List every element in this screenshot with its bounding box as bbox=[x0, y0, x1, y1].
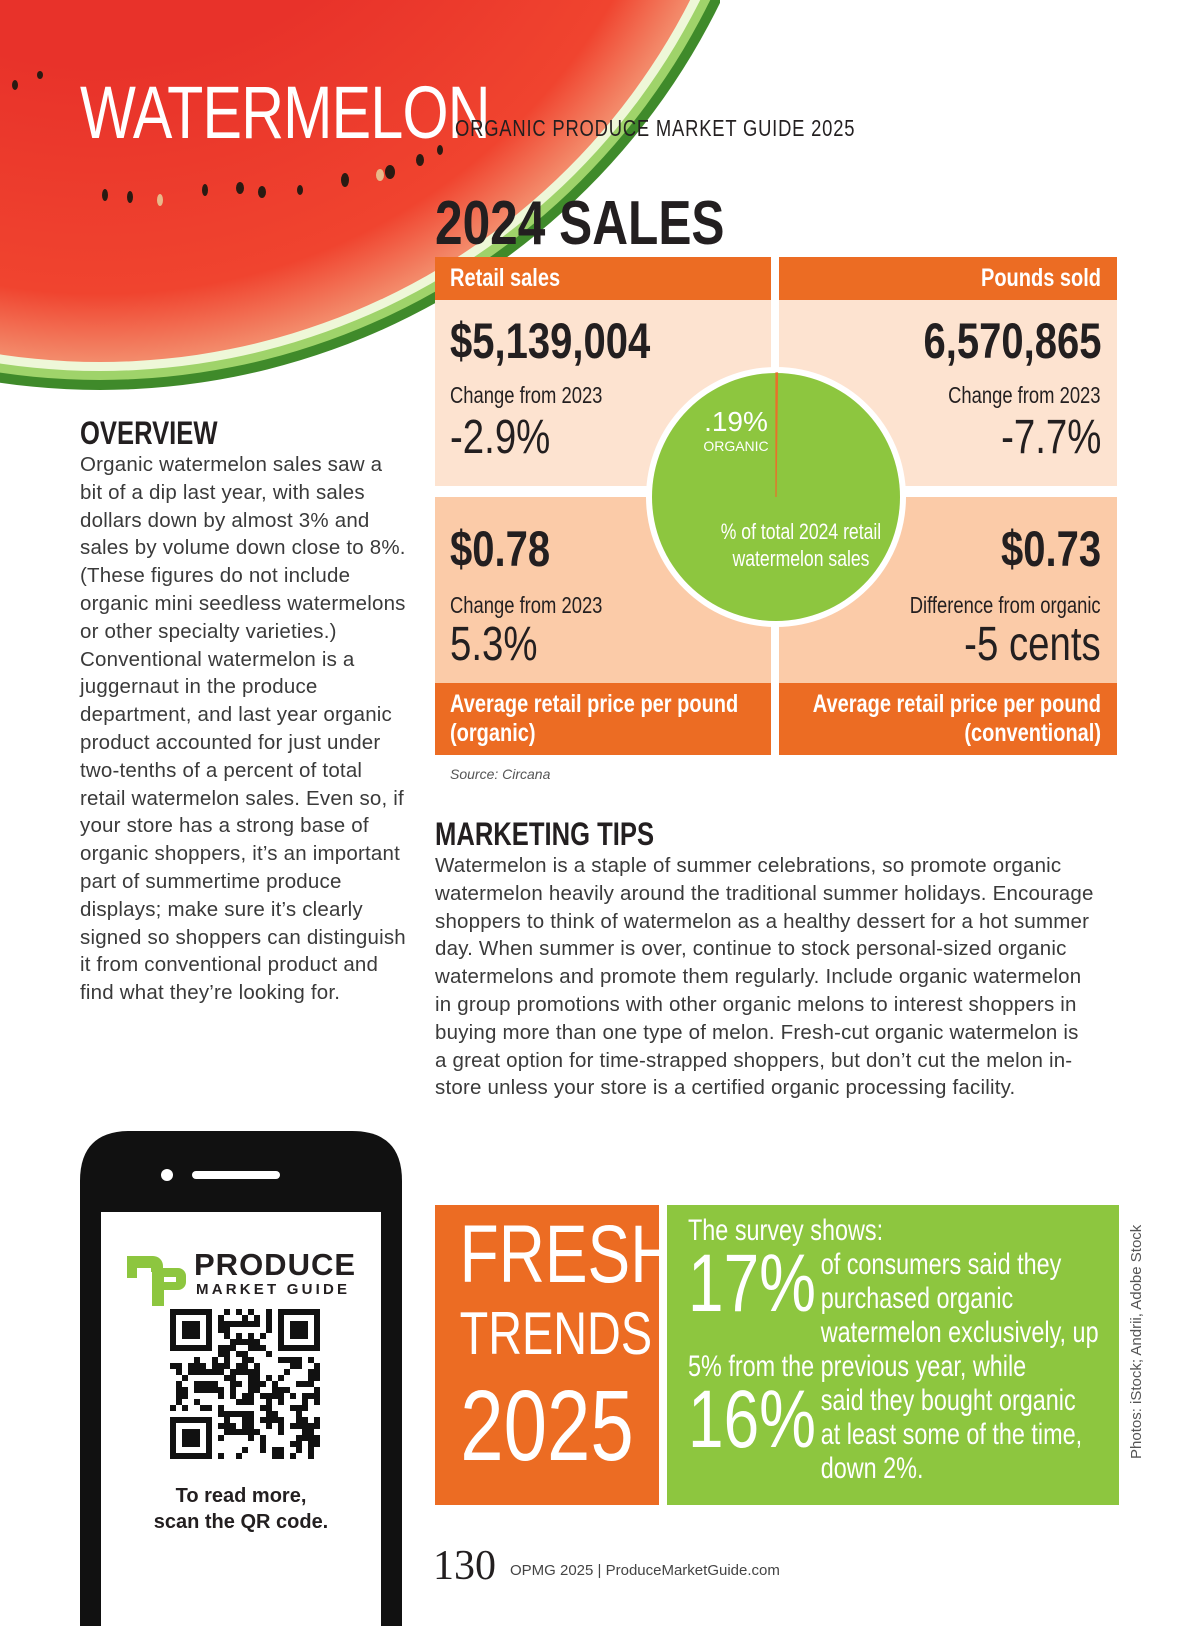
qr-code bbox=[170, 1309, 320, 1459]
stat-figure: 17% bbox=[688, 1238, 817, 1329]
page-subtitle: ORGANIC PRODUCE MARKET GUIDE 2025 bbox=[455, 115, 856, 141]
title-line: FRESH bbox=[459, 1209, 677, 1300]
watermelon-photo bbox=[0, 0, 720, 390]
footer-bar bbox=[435, 683, 771, 755]
survey-box bbox=[667, 1205, 1119, 1505]
section-text: Organic watermelon sales saw a bit of a … bbox=[80, 453, 406, 1005]
footer-bar bbox=[779, 683, 1117, 755]
change-label: Difference from organic bbox=[910, 592, 1101, 618]
title-line: TRENDS bbox=[459, 1300, 653, 1367]
change-label: Change from 2023 bbox=[450, 592, 603, 618]
promo-line: To read more, bbox=[176, 1485, 307, 1507]
change-label: Change from 2023 bbox=[450, 382, 603, 408]
survey-intro: The survey shows: bbox=[688, 1214, 884, 1247]
section-heading: OVERVIEW bbox=[80, 415, 218, 451]
panel-caption: Average retail price per pound (conventi… bbox=[812, 690, 1101, 747]
stat-text: said they bought organic at least some o… bbox=[820, 1384, 1083, 1485]
panel-label: Pounds sold bbox=[981, 264, 1101, 292]
brand-sub: MARKET GUIDE bbox=[196, 1281, 350, 1298]
page-title: WATERMELON bbox=[80, 71, 491, 154]
change-value: -7.7% bbox=[1000, 411, 1101, 464]
sales-title: 2024 SALES bbox=[435, 189, 725, 258]
brand: PRODUCE bbox=[194, 1247, 356, 1282]
panel-caption: Average retail price per pound (organic) bbox=[450, 690, 739, 747]
change-value: -2.9% bbox=[450, 411, 551, 464]
footer-text: OPMG 2025 | ProduceMarketGuide.com bbox=[510, 1562, 780, 1579]
survey-stat: 17% of consumers said they purchased orga… bbox=[688, 1238, 1101, 1384]
panel-value: 6,570,865 bbox=[923, 313, 1101, 369]
title-line: 2025 bbox=[460, 1370, 634, 1482]
change-value: 5.3% bbox=[450, 618, 538, 671]
survey-stat: 16% said they bought organic at least som… bbox=[688, 1374, 1101, 1486]
source: Source: Circana bbox=[450, 766, 551, 782]
section-text: Watermelon is a staple of summer celebra… bbox=[435, 854, 1094, 1100]
header-bar bbox=[779, 257, 1117, 300]
stat-figure: 16% bbox=[688, 1374, 817, 1465]
photo-credit: Photos: iStock; Andrii, Adobe Stock bbox=[1128, 1224, 1145, 1459]
page-number: 130 bbox=[433, 1543, 496, 1589]
stat-text: of consumers said they purchased organic… bbox=[688, 1248, 1099, 1383]
panel-label: Retail sales bbox=[450, 264, 561, 292]
promo-line: scan the QR code. bbox=[154, 1511, 329, 1533]
fresh-trends-box bbox=[435, 1205, 659, 1505]
pie-chart: .19% ORGANIC bbox=[646, 367, 906, 627]
change-value: -5 cents bbox=[964, 618, 1101, 671]
panel-value: $0.73 bbox=[1000, 521, 1101, 577]
change-label: Change from 2023 bbox=[948, 382, 1101, 408]
survey-content: The survey shows: 17% of consumers said t… bbox=[688, 1214, 1101, 1486]
section-heading: MARKETING TIPS bbox=[435, 816, 655, 852]
panel-value: $0.78 bbox=[450, 521, 551, 577]
header-bar bbox=[435, 257, 771, 300]
pie-caption: % of total 2024 retail watermelon sales bbox=[720, 519, 882, 571]
fresh-trends-title: FRESH TRENDS 2025 bbox=[459, 1209, 677, 1483]
pie-slice bbox=[775, 372, 779, 498]
phone-graphic: PRODUCE MARKET GUIDE To read more, scan … bbox=[80, 1131, 402, 1626]
panel-value: $5,139,004 bbox=[450, 313, 651, 369]
pie-label: ORGANIC bbox=[703, 438, 768, 454]
pie-value-label: .19% bbox=[704, 406, 768, 437]
